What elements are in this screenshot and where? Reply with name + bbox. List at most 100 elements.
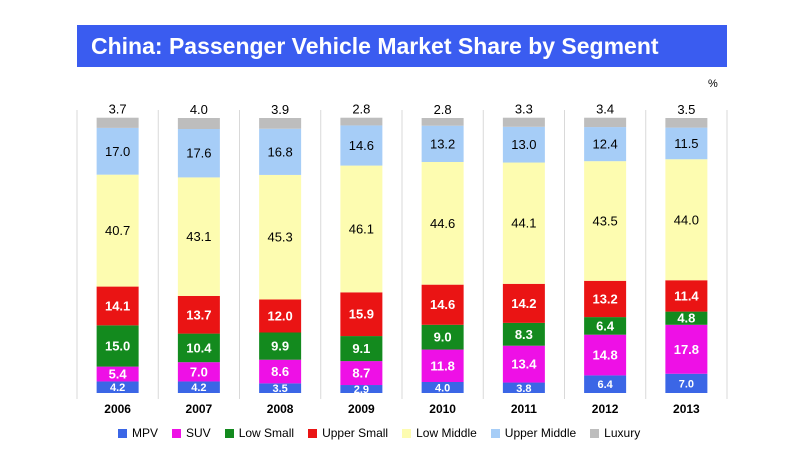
bar-segment-suv bbox=[340, 361, 383, 386]
bar-segment-luxury bbox=[96, 117, 139, 128]
bar-segment-low-small bbox=[502, 322, 545, 346]
data-label: 11.8 bbox=[430, 358, 455, 373]
bar-segment-luxury bbox=[584, 117, 627, 128]
data-label: 4.8 bbox=[677, 311, 695, 326]
legend-swatch bbox=[490, 428, 500, 438]
bar-segment-mpv bbox=[96, 381, 139, 393]
bar-segment-mpv bbox=[665, 373, 708, 393]
data-label: 4.0 bbox=[190, 102, 208, 117]
bar-segment-upper-middle bbox=[340, 125, 383, 166]
chart-title: China: Passenger Vehicle Market Share by… bbox=[77, 25, 727, 67]
bar-segment-low-middle bbox=[177, 177, 220, 296]
x-tick-label: 2010 bbox=[429, 402, 456, 416]
data-label: 3.8 bbox=[516, 383, 531, 395]
data-label: 3.7 bbox=[109, 102, 127, 117]
legend-label: MPV bbox=[132, 426, 159, 440]
data-label: 44.6 bbox=[430, 216, 455, 231]
data-label: 2.9 bbox=[354, 384, 369, 396]
legend-label: Upper Small bbox=[322, 426, 389, 440]
data-label: 13.2 bbox=[592, 291, 617, 306]
bar-segment-upper-middle bbox=[502, 126, 545, 163]
bar-segment-low-middle bbox=[96, 174, 139, 287]
data-label: 14.1 bbox=[105, 298, 130, 313]
bar-segment-suv bbox=[665, 324, 708, 374]
bar-segment-suv bbox=[96, 366, 139, 382]
data-label: 17.0 bbox=[105, 144, 130, 159]
bar-segment-luxury bbox=[502, 117, 545, 127]
legend-item-upper-middle: Upper Middle bbox=[490, 426, 576, 440]
data-label: 8.7 bbox=[352, 366, 370, 381]
bar-segment-low-small bbox=[421, 324, 464, 350]
data-label: 14.6 bbox=[430, 297, 455, 312]
bar-segment-luxury bbox=[177, 118, 220, 129]
legend-item-low-small: Low Small bbox=[224, 426, 295, 440]
bar-segment-luxury bbox=[665, 118, 708, 128]
data-label: 16.8 bbox=[267, 144, 292, 159]
data-label: 6.4 bbox=[597, 379, 613, 391]
x-tick-label: 2013 bbox=[673, 402, 700, 416]
data-label: 3.4 bbox=[596, 102, 614, 117]
unit-label: % bbox=[708, 78, 718, 90]
x-tick-label: 2007 bbox=[186, 402, 213, 416]
legend-swatch bbox=[118, 428, 127, 438]
data-label: 14.2 bbox=[511, 296, 536, 311]
data-label: 11.5 bbox=[674, 136, 698, 151]
data-label: 43.1 bbox=[186, 229, 211, 244]
bar-segment-mpv bbox=[502, 382, 545, 393]
x-tick-label: 2012 bbox=[592, 402, 619, 416]
data-label: 44.0 bbox=[674, 212, 699, 227]
bar-segment-low-small bbox=[584, 317, 627, 335]
data-label: 7.0 bbox=[679, 378, 694, 390]
bar-segment-suv bbox=[584, 334, 627, 376]
data-label: 6.4 bbox=[596, 318, 615, 333]
x-tick-label: 2011 bbox=[511, 402, 537, 416]
bar-segment-upper-small bbox=[259, 299, 302, 333]
data-label: 13.0 bbox=[511, 137, 536, 152]
legend-swatch bbox=[172, 428, 182, 438]
legend-item-suv: SUV bbox=[172, 426, 211, 440]
bar-segment-mpv bbox=[584, 375, 627, 393]
x-tick-label: 2006 bbox=[104, 402, 131, 416]
data-label: 4.0 bbox=[435, 383, 450, 395]
bar-segment-low-middle bbox=[421, 162, 464, 285]
bar-segment-low-middle bbox=[502, 162, 545, 284]
bar-segment-suv bbox=[421, 349, 464, 382]
data-label: 4.2 bbox=[191, 382, 206, 394]
bar-segment-mpv bbox=[259, 383, 302, 393]
bar-segment-mpv bbox=[177, 381, 220, 393]
data-label: 14.6 bbox=[349, 138, 374, 153]
legend-swatch bbox=[402, 428, 412, 438]
legend-item-luxury: Luxury bbox=[590, 426, 640, 440]
data-label: 9.9 bbox=[271, 339, 289, 354]
bar-segment-upper-middle bbox=[259, 128, 302, 175]
legend: MPV SUV Low Small Upper Small Low Middle Uppe… bbox=[118, 426, 640, 440]
bar-segment-luxury bbox=[340, 117, 383, 126]
legend-label: Low Small bbox=[238, 426, 295, 440]
bar-segment-low-small bbox=[340, 336, 383, 362]
data-label: 7.0 bbox=[190, 364, 208, 379]
data-label: 10.4 bbox=[186, 340, 212, 355]
bar-segment-suv bbox=[259, 359, 302, 384]
data-label: 43.5 bbox=[592, 213, 617, 228]
legend-item-low-middle: Low Middle bbox=[402, 426, 477, 440]
bar-segment-low-small bbox=[177, 333, 220, 363]
bar-segment-upper-middle bbox=[96, 127, 139, 175]
data-label: 44.1 bbox=[511, 216, 536, 231]
bar-segment-upper-small bbox=[177, 295, 220, 334]
data-label: 3.5 bbox=[677, 102, 695, 117]
data-label: 2.8 bbox=[352, 102, 370, 117]
bar-segment-low-small bbox=[96, 325, 139, 367]
data-label: 17.8 bbox=[674, 342, 699, 357]
bar-segment-upper-small bbox=[665, 280, 708, 312]
data-label: 40.7 bbox=[105, 223, 130, 238]
legend-label: Luxury bbox=[604, 426, 641, 440]
data-label: 5.4 bbox=[109, 367, 128, 382]
data-label: 9.1 bbox=[352, 341, 370, 356]
data-label: 8.3 bbox=[515, 327, 533, 342]
bar-segment-low-middle bbox=[584, 161, 627, 281]
bar-segment-upper-small bbox=[421, 284, 464, 325]
data-label: 15.0 bbox=[105, 338, 130, 353]
data-label: 8.6 bbox=[271, 364, 289, 379]
bar-segment-upper-small bbox=[584, 280, 627, 318]
